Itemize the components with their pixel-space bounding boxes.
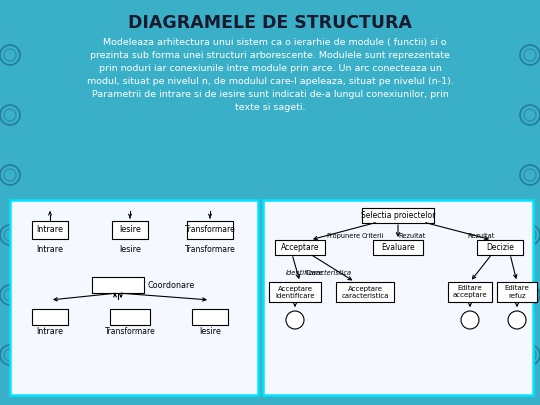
Bar bbox=[336, 282, 394, 302]
Text: Evaluare: Evaluare bbox=[381, 243, 415, 252]
Bar bbox=[497, 282, 537, 302]
Text: Rezultat: Rezultat bbox=[467, 233, 495, 239]
Text: Editare
refuz: Editare refuz bbox=[504, 286, 529, 298]
Text: Decizie: Decizie bbox=[486, 243, 514, 252]
Text: Coordonare: Coordonare bbox=[148, 281, 195, 290]
Text: Rezultat: Rezultat bbox=[398, 233, 426, 239]
Bar bbox=[448, 282, 492, 302]
Text: Acceptare
identificare: Acceptare identificare bbox=[275, 286, 315, 298]
Bar bbox=[112, 221, 148, 239]
Text: Criterii: Criterii bbox=[361, 233, 384, 239]
Bar bbox=[373, 239, 423, 254]
Bar bbox=[275, 239, 325, 254]
Bar bbox=[192, 309, 228, 325]
Text: Iesire: Iesire bbox=[199, 328, 221, 337]
Text: Propunere: Propunere bbox=[326, 233, 360, 239]
Text: Selectia proiectelor: Selectia proiectelor bbox=[361, 211, 435, 220]
Bar bbox=[110, 309, 150, 325]
Text: Modeleaza arhitectura unui sistem ca o ierarhie de module ( functii) si o
prezin: Modeleaza arhitectura unui sistem ca o i… bbox=[86, 38, 454, 112]
Circle shape bbox=[286, 311, 304, 329]
Bar bbox=[263, 200, 533, 395]
Bar bbox=[32, 309, 68, 325]
Bar bbox=[92, 277, 144, 293]
Bar bbox=[10, 200, 258, 395]
Bar bbox=[269, 282, 321, 302]
Text: Transformare: Transformare bbox=[105, 328, 156, 337]
Text: Caracteristica: Caracteristica bbox=[306, 270, 352, 276]
Text: Iesire: Iesire bbox=[119, 245, 141, 254]
Text: Transformare: Transformare bbox=[185, 226, 235, 234]
Text: Intrare: Intrare bbox=[37, 226, 64, 234]
Text: Identificare: Identificare bbox=[286, 270, 324, 276]
Text: Acceptare: Acceptare bbox=[281, 243, 319, 252]
Text: Intrare: Intrare bbox=[37, 245, 64, 254]
Circle shape bbox=[508, 311, 526, 329]
Text: Acceptare
caracteristica: Acceptare caracteristica bbox=[341, 286, 389, 298]
Bar bbox=[362, 207, 434, 222]
Text: Iesire: Iesire bbox=[119, 226, 141, 234]
Bar bbox=[187, 221, 233, 239]
Text: Transformare: Transformare bbox=[185, 245, 235, 254]
Text: Editare
acceptare: Editare acceptare bbox=[453, 286, 487, 298]
Circle shape bbox=[461, 311, 479, 329]
Bar bbox=[477, 239, 523, 254]
Text: DIAGRAMELE DE STRUCTURA: DIAGRAMELE DE STRUCTURA bbox=[128, 14, 412, 32]
Bar bbox=[32, 221, 68, 239]
Text: Intrare: Intrare bbox=[37, 328, 64, 337]
